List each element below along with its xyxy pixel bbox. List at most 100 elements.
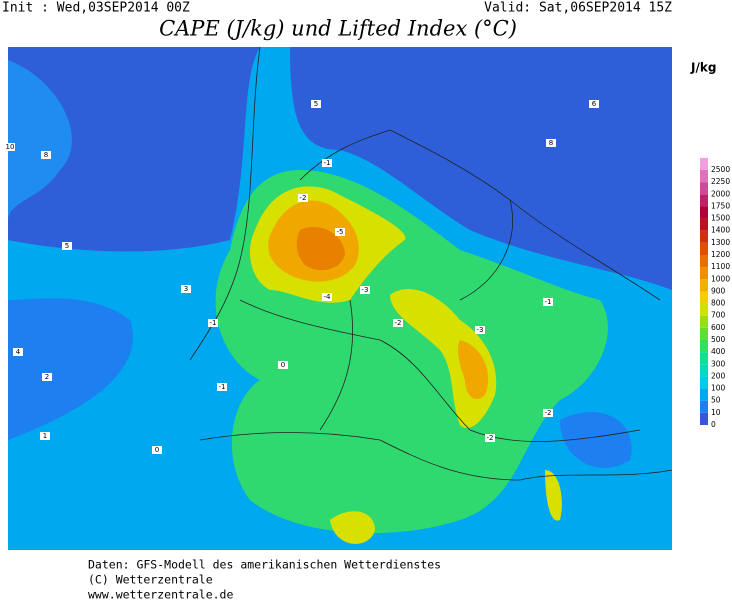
footer-url: www.wetterzentrale.de <box>88 588 233 602</box>
legend-swatch <box>700 279 708 292</box>
contour-label: -1 <box>324 159 331 167</box>
map-title: CAPE (J/kg) und Lifted Index (°C) <box>159 17 517 41</box>
contour-label-box <box>475 326 485 334</box>
legend-swatch <box>700 242 708 255</box>
contour-label-box <box>311 100 321 108</box>
contour-label: 2 <box>45 373 49 381</box>
contour-label-box <box>322 293 332 301</box>
legend-swatch <box>700 315 708 328</box>
legend-swatch <box>700 340 708 353</box>
legend-swatch <box>700 255 708 268</box>
legend-swatch <box>700 327 708 340</box>
legend-swatch <box>700 412 708 425</box>
legend-swatch <box>700 206 708 219</box>
contour-label-box <box>40 432 50 440</box>
contour-label-box <box>589 100 599 108</box>
legend-label: 50 <box>711 396 721 405</box>
contour-label-box <box>5 143 15 151</box>
contour-label-box <box>278 361 288 369</box>
legend-swatch <box>700 194 708 207</box>
legend-swatch <box>700 303 708 316</box>
legend-label: 200 <box>711 371 726 380</box>
contour-label: -2 <box>487 434 494 442</box>
contour-label-box <box>13 348 23 356</box>
legend-label: 10 <box>711 408 721 417</box>
contour-label-box <box>41 151 51 159</box>
legend-swatch <box>700 218 708 231</box>
contour-label: 3 <box>184 285 188 293</box>
legend-swatch <box>700 364 708 377</box>
region-blue <box>8 298 133 440</box>
contour-label-box <box>393 319 403 327</box>
contour-label: -3 <box>362 286 369 294</box>
contour-label-box <box>543 298 553 306</box>
contour-label: -1 <box>219 383 226 391</box>
legend-swatch <box>700 291 708 304</box>
legend-label: 2250 <box>711 177 730 186</box>
legend-swatch <box>700 352 708 365</box>
legend-swatch <box>700 267 708 280</box>
legend-label: 1100 <box>711 262 730 271</box>
legend-swatch <box>700 400 708 413</box>
contour-label-box <box>546 139 556 147</box>
contour-label-box <box>335 228 345 236</box>
contour-label: 5 <box>314 100 318 108</box>
contour-label-box <box>152 446 162 454</box>
legend-label: 1500 <box>711 214 730 223</box>
contour-label: -5 <box>337 228 344 236</box>
legend-unit: J/kg <box>690 61 716 75</box>
contour-label-box <box>42 373 52 381</box>
contour-label: -1 <box>545 298 552 306</box>
contour-label: 0 <box>281 361 285 369</box>
legend-swatch <box>700 157 708 170</box>
init-time: Init : Wed,03SEP2014 00Z <box>2 1 190 16</box>
legend-label: 0 <box>711 420 716 429</box>
legend-label: 1750 <box>711 201 730 210</box>
legend-label: 100 <box>711 384 726 393</box>
contour-label: 8 <box>44 151 48 159</box>
contour-label-box <box>543 409 553 417</box>
region-blue <box>8 60 72 220</box>
legend-label: 500 <box>711 335 726 344</box>
contour-label-box <box>322 159 332 167</box>
contour-label: 1 <box>43 432 47 440</box>
legend-label: 900 <box>711 286 726 295</box>
contour-label: -2 <box>395 319 402 327</box>
legend-swatch <box>700 182 708 195</box>
legend-label: 2000 <box>711 189 730 198</box>
contour-label: -3 <box>477 326 484 334</box>
contour-label-box <box>485 434 495 442</box>
contour-label-box <box>208 319 218 327</box>
legend-swatch <box>700 376 708 389</box>
legend-label: 300 <box>711 359 726 368</box>
legend-label: 800 <box>711 299 726 308</box>
region-orange <box>457 340 489 400</box>
legend-label: 1200 <box>711 250 730 259</box>
contour-label: 8 <box>549 139 553 147</box>
contour-label: 6 <box>592 100 597 108</box>
contour-label: -2 <box>545 409 552 417</box>
contour-label: -2 <box>300 194 307 202</box>
legend-swatch <box>700 230 708 243</box>
legend-swatch <box>700 388 708 401</box>
footer-copyright: (C) Wetterzentrale <box>88 573 213 587</box>
contour-label: 0 <box>155 446 159 454</box>
legend-label: 1300 <box>711 238 730 247</box>
contour-label: 10 <box>6 143 15 151</box>
footer-source: Daten: GFS-Modell des amerikanischen Wet… <box>88 558 441 572</box>
region-yellow <box>330 470 562 544</box>
legend-label: 2500 <box>711 165 730 174</box>
contour-label-box <box>217 383 227 391</box>
contour-label: -1 <box>210 319 217 327</box>
contour-label: 4 <box>16 348 21 356</box>
valid-time: Valid: Sat,06SEP2014 15Z <box>484 1 672 16</box>
contour-label-box <box>298 194 308 202</box>
legend-swatch <box>700 170 708 183</box>
contour-label-box <box>62 242 72 250</box>
legend-label: 400 <box>711 347 726 356</box>
contour-label-box <box>360 286 370 294</box>
contour-label: -4 <box>324 293 332 301</box>
contour-label: 5 <box>65 242 69 250</box>
legend-label: 1400 <box>711 226 730 235</box>
